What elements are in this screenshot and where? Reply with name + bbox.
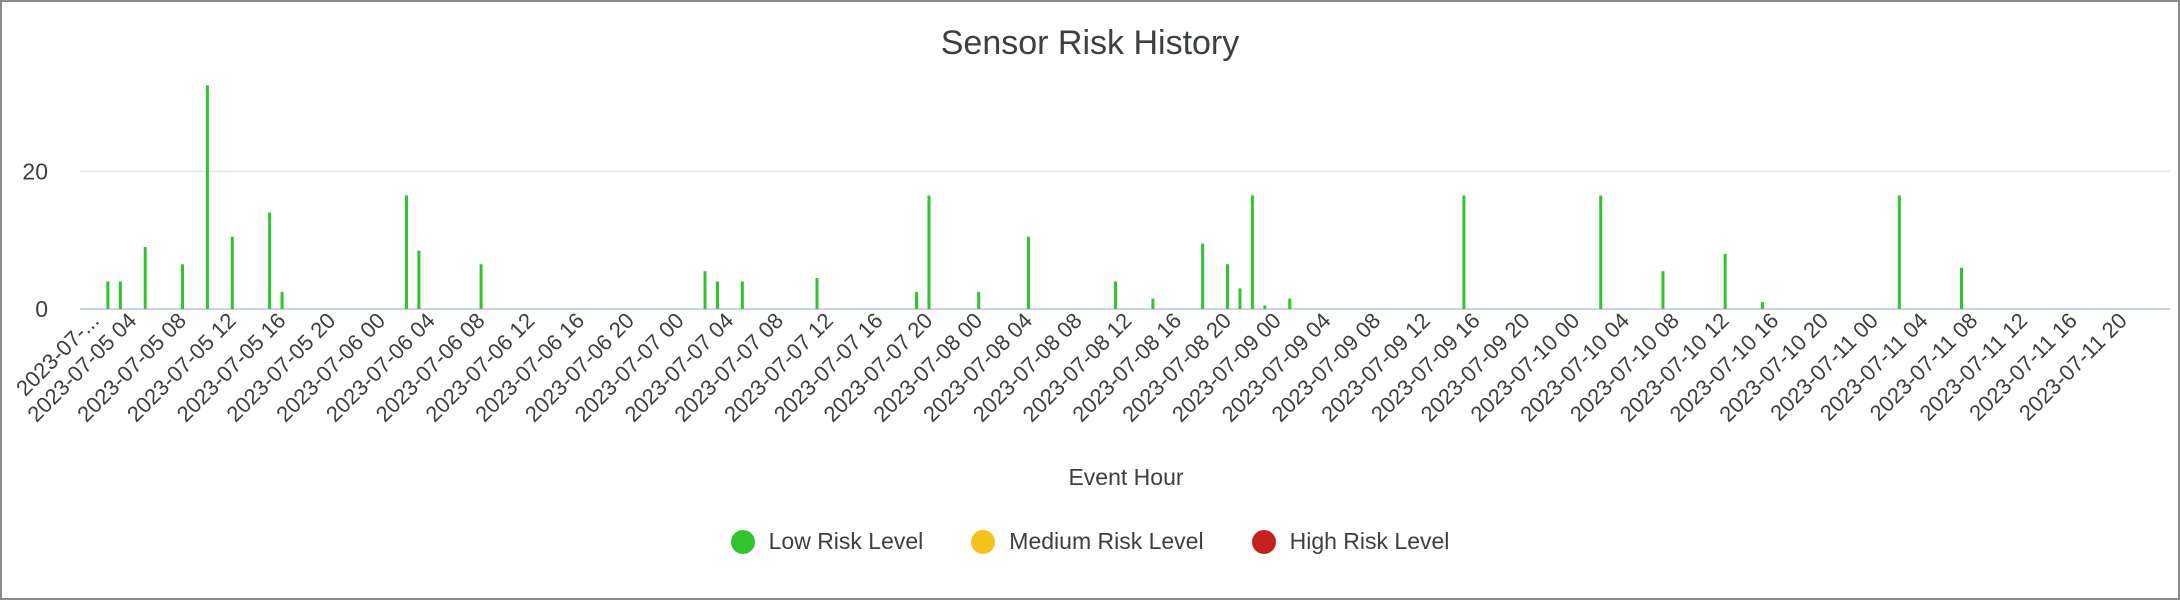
bar	[1026, 236, 1030, 309]
bar	[143, 247, 147, 309]
bar	[280, 291, 284, 309]
bar	[404, 195, 408, 309]
bar	[1288, 298, 1292, 309]
bar	[230, 236, 234, 309]
bar	[1250, 195, 1254, 309]
legend-label: High Risk Level	[1289, 528, 1450, 554]
bar	[1897, 195, 1901, 309]
bar	[915, 291, 919, 309]
legend-swatch	[730, 529, 755, 554]
bar	[977, 291, 981, 309]
bar	[740, 281, 744, 309]
bar	[1151, 298, 1155, 309]
bar	[1723, 253, 1727, 309]
bar	[715, 281, 719, 309]
bar	[181, 264, 185, 309]
legend-label: Low Risk Level	[768, 528, 924, 554]
bar	[1462, 195, 1466, 309]
bar	[106, 281, 110, 309]
bar	[118, 281, 122, 309]
bar	[1238, 288, 1242, 309]
legend-swatch	[971, 529, 996, 554]
bar	[1760, 302, 1764, 309]
bar	[1263, 305, 1267, 309]
y-tick-label: 0	[35, 296, 48, 322]
bar	[268, 212, 272, 309]
bar	[205, 85, 209, 309]
bar	[1201, 243, 1205, 309]
x-axis-title: Event Hour	[1068, 464, 1184, 490]
bar	[1226, 264, 1230, 309]
bar	[1599, 195, 1603, 309]
bar	[815, 278, 819, 309]
legend-item[interactable]: Low Risk Level	[730, 528, 924, 555]
legend-swatch	[1251, 529, 1276, 554]
legend-item[interactable]: High Risk Level	[1251, 528, 1450, 555]
bar	[1960, 267, 1964, 309]
legend-item[interactable]: Medium Risk Level	[971, 528, 1204, 555]
bar	[927, 195, 931, 309]
bar	[417, 250, 421, 309]
legend: Low Risk Level Medium Risk Level High Risk…	[2, 528, 2178, 555]
bar	[479, 264, 483, 309]
legend-label: Medium Risk Level	[1009, 528, 1204, 554]
bar	[1114, 281, 1118, 309]
bar	[1661, 271, 1665, 309]
chart-title: Sensor Risk History	[940, 24, 1240, 62]
bar	[703, 271, 707, 309]
y-tick-label: 20	[22, 158, 48, 184]
